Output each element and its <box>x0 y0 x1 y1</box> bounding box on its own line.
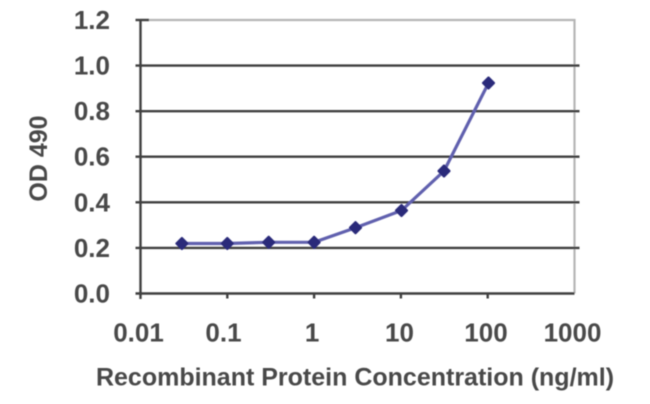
svg-text:0.8: 0.8 <box>74 96 110 126</box>
svg-text:1.0: 1.0 <box>74 51 110 81</box>
svg-text:1000: 1000 <box>544 318 602 348</box>
svg-text:1: 1 <box>305 318 319 348</box>
svg-text:100: 100 <box>464 318 507 348</box>
svg-text:OD 490: OD 490 <box>25 115 53 201</box>
svg-text:1.2: 1.2 <box>74 5 110 35</box>
svg-text:0.6: 0.6 <box>74 142 110 172</box>
svg-text:0.2: 0.2 <box>74 233 110 263</box>
svg-text:10: 10 <box>385 318 414 348</box>
svg-text:0.01: 0.01 <box>113 318 164 348</box>
svg-text:Recombinant Protein Concentrat: Recombinant Protein Concentration (ng/ml… <box>96 364 614 392</box>
svg-text:0.0: 0.0 <box>74 279 110 309</box>
svg-text:0.1: 0.1 <box>205 318 241 348</box>
svg-text:0.4: 0.4 <box>74 187 111 217</box>
